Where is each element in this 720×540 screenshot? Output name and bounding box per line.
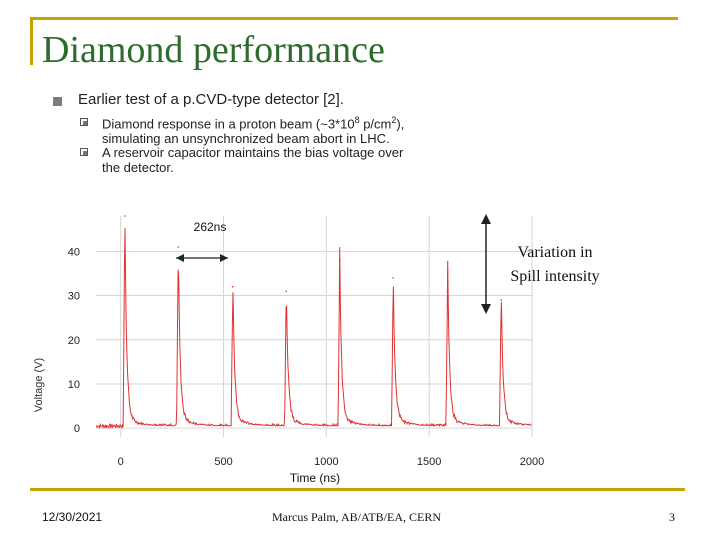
x-tick-label: 1000 (314, 456, 338, 468)
variation-arrow-up-head (481, 214, 491, 224)
x-tick-label: 500 (214, 456, 232, 468)
slide-title: Diamond performance (42, 29, 385, 71)
x-tick-label: 0 (118, 456, 124, 468)
response-trace-line (95, 228, 532, 430)
y-tick-label: 40 (68, 246, 80, 258)
y-tick-label: 0 (74, 423, 80, 435)
peak-point (500, 299, 502, 301)
x-tick-label: 2000 (520, 456, 544, 468)
peak-point (123, 215, 126, 217)
frame-left-rule (30, 17, 33, 65)
variation-label-line-2: Spill intensity (510, 268, 599, 285)
sub-bullet-2-line-2: the detector. (102, 160, 174, 175)
x-axis-label: Time (ns) (290, 471, 340, 485)
y-tick-label: 20 (68, 335, 80, 347)
sub-bullet-1-text-a: Diamond response in a proton beam (~3*10 (102, 116, 355, 132)
sub-bullet-1-line-2: simulating an unsynchronized beam abort … (102, 131, 390, 147)
period-arrow-left-head (176, 254, 184, 262)
sub-bullet-1-sup-1: 8 (354, 115, 360, 125)
footer-page-number: 3 (669, 510, 675, 524)
period-label: 262ns (194, 220, 227, 234)
footer-author: Marcus Palm, AB/ATB/EA, CERN (272, 510, 442, 524)
frame-top-rule (30, 17, 678, 20)
peak-point (177, 246, 180, 248)
chart-trace-layer (95, 215, 532, 430)
bullet-text: Earlier test of a p.CVD-type detector [2… (78, 91, 344, 108)
peak-point (338, 259, 341, 262)
frame-bottom-rule (30, 488, 685, 491)
y-tick-label: 30 (68, 291, 80, 303)
peak-point (231, 285, 234, 288)
sub-bullet-2: A reservoir capacitor maintains the bias… (102, 145, 472, 175)
variation-arrow-down-head (481, 304, 491, 314)
sub-bullet-1-sup-2: 2 (391, 115, 397, 125)
variation-label-line-1: Variation in (517, 244, 592, 261)
chart-ticks: 0 500 1000 1500 2000 0 10 20 30 40 (68, 246, 544, 468)
sub-bullet-1-text-b: p/cm (359, 116, 392, 132)
period-arrow-right-head (220, 254, 228, 262)
peak-point (392, 277, 394, 279)
peak-point (285, 290, 288, 292)
chart-grid (96, 216, 533, 437)
sub-bullet-icon (80, 148, 88, 156)
sub-bullet-2-line-1: A reservoir capacitor maintains the bias… (102, 145, 404, 160)
peak-point (446, 268, 449, 270)
sub-bullet-1: Diamond response in a proton beam (~3*10… (102, 113, 472, 146)
y-tick-label: 10 (68, 379, 80, 391)
sub-bullet-icon (80, 118, 88, 126)
footer-date: 12/30/2021 (42, 510, 103, 524)
y-axis-label: Voltage (V) (33, 358, 45, 412)
x-tick-label: 1500 (417, 456, 441, 468)
bullet-square-icon (53, 97, 62, 106)
sub-bullet-1-text-c: ), (396, 116, 405, 132)
